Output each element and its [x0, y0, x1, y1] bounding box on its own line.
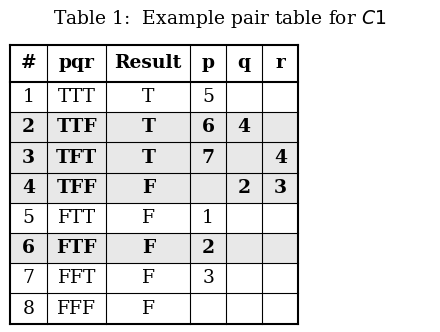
Text: Result: Result: [114, 54, 182, 72]
Text: 2: 2: [238, 179, 251, 197]
Text: q: q: [238, 54, 251, 72]
Text: 6: 6: [202, 118, 215, 136]
Text: F: F: [142, 269, 155, 288]
Text: 8: 8: [22, 299, 34, 318]
Text: Table 1:  Example pair table for $\mathit{C1}$: Table 1: Example pair table for $\mathit…: [53, 8, 387, 30]
Text: 5: 5: [202, 88, 214, 106]
Text: 2: 2: [22, 118, 35, 136]
Text: 5: 5: [22, 209, 34, 227]
Text: TTF: TTF: [56, 118, 97, 136]
Text: 2: 2: [202, 239, 215, 257]
Text: T: T: [142, 88, 154, 106]
Text: 7: 7: [22, 269, 34, 288]
Text: FFF: FFF: [57, 299, 96, 318]
Text: 4: 4: [22, 179, 35, 197]
Text: F: F: [142, 239, 155, 257]
Text: 7: 7: [202, 148, 215, 167]
Text: FFT: FFT: [58, 269, 96, 288]
Text: FTF: FTF: [56, 239, 97, 257]
Text: 4: 4: [238, 118, 251, 136]
Text: 4: 4: [274, 148, 287, 167]
Text: F: F: [142, 179, 155, 197]
Text: 3: 3: [274, 179, 287, 197]
Text: FTT: FTT: [58, 209, 96, 227]
Text: p: p: [202, 54, 215, 72]
Text: TFF: TFF: [56, 179, 97, 197]
Text: r: r: [275, 54, 285, 72]
Text: TTT: TTT: [58, 88, 96, 106]
Text: T: T: [141, 148, 155, 167]
Text: pqr: pqr: [59, 54, 95, 72]
Text: 1: 1: [22, 88, 34, 106]
Text: 1: 1: [202, 209, 214, 227]
Text: #: #: [21, 54, 36, 72]
Text: T: T: [141, 118, 155, 136]
Text: 3: 3: [202, 269, 214, 288]
Text: F: F: [142, 299, 155, 318]
Text: TFT: TFT: [56, 148, 97, 167]
Text: F: F: [142, 209, 155, 227]
Text: 3: 3: [22, 148, 35, 167]
Text: 6: 6: [22, 239, 35, 257]
